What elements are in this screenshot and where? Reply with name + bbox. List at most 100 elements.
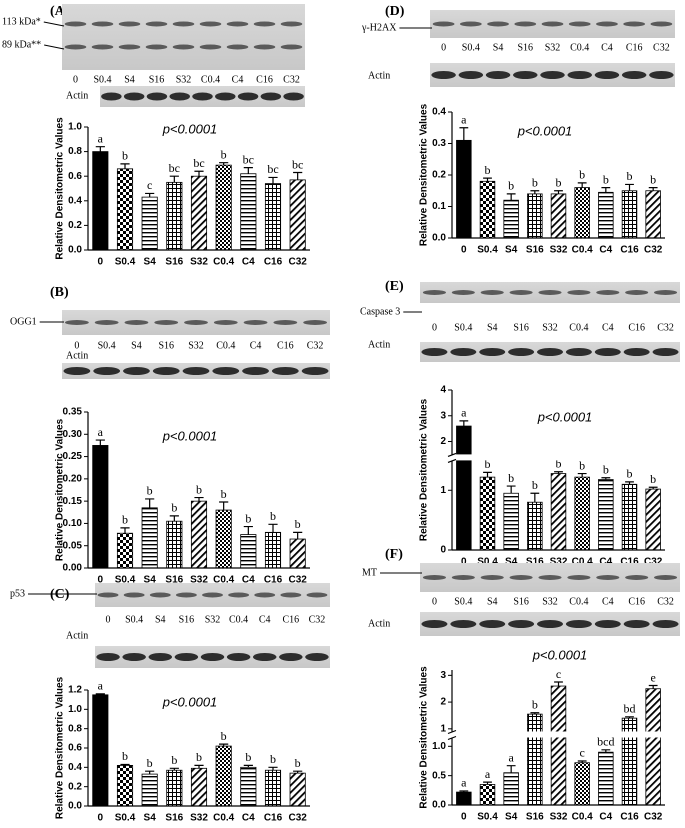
error-bar [219,162,229,166]
lane-label: S4 [131,340,142,351]
actin-band [567,71,592,79]
blot-band [94,320,119,325]
bar [621,190,638,239]
blot-band [172,21,195,27]
blot-band [280,44,303,50]
significance-letter: bcd [597,735,614,749]
x-tick-label: 0 [98,813,104,824]
loading-control-label: Actin [368,618,390,629]
panel-label: (B) [50,285,69,300]
blot-band [213,320,238,325]
blot-band [541,21,564,27]
blot-band [175,592,197,598]
y-tick-label: 0.05 [63,540,83,551]
actin-band [226,653,251,661]
blot-label: OGG1 [10,316,37,327]
actin-band [479,620,506,628]
bar [92,445,109,569]
blot-band [487,21,509,27]
significance-letter: b [603,172,609,186]
significance-letter: a [509,750,515,764]
bar [141,196,158,251]
y-tick-label: 1 [440,485,446,496]
bar [166,181,183,251]
x-tick-label: C0.4 [213,257,235,268]
error-bar [601,477,611,480]
significance-letter: b [579,458,585,472]
blot-band [654,290,678,295]
significance-letter: b [485,457,491,471]
lane-label: C4 [259,614,271,625]
x-tick-label: S32 [550,812,568,823]
significance-letter: a [98,131,104,145]
significance-letter: b [556,456,562,470]
blot-band [596,21,618,27]
bar [264,183,282,251]
x-tick-label: 0 [461,557,467,568]
actin-band [252,653,277,661]
annotation: p<0.0001 [537,409,593,424]
x-tick-label: C4 [242,813,255,824]
annotation: p<0.0001 [162,121,218,136]
error-bar [268,766,278,771]
x-tick-label: S0.4 [477,245,498,256]
y-tick-label: 3 [440,410,446,421]
y-tick-label: 0.0 [432,800,446,811]
blot-band [623,21,646,27]
x-tick-label: C32 [288,575,307,586]
error-bar [95,693,105,695]
y-tick-label: 0.0 [68,801,82,812]
blot-label: 89 kDa** [2,39,41,50]
error-bar [601,187,611,193]
y-tick-label: 0.8 [68,146,82,157]
y-tick-label: 0.2 [68,781,82,792]
blot-band [91,21,114,27]
bar [190,175,208,251]
error-bar [648,187,658,191]
error-bar [648,486,658,490]
lane-label: S0.4 [454,322,472,333]
blot-band [199,21,222,27]
actin-band [431,71,456,79]
actin-band [652,620,679,628]
error-bar [625,716,634,719]
y-axis-label: Relative Densitometric Values [419,398,430,541]
bar [598,479,614,551]
x-tick-label: 0 [98,575,104,586]
blot-band [253,44,276,50]
error-bar [120,763,130,766]
panel-label: (D) [385,4,405,19]
y-axis-label: Relative Densitometric Values [419,666,430,809]
y-tick-label: 0.8 [68,723,82,734]
x-tick-label: 0 [461,245,467,256]
error-bar [625,183,634,191]
blot-band [451,290,475,295]
blot-band [91,44,114,50]
actin-band [623,620,650,628]
error-bar [293,531,303,540]
error-bar [625,481,634,485]
y-tick-label: 0.10 [63,518,83,529]
y-tick-label: 0.3 [432,138,446,149]
blot-band [202,592,223,598]
actin-band [174,653,199,661]
actin-band [96,653,120,661]
actin-band [450,348,477,356]
significance-letter: b [508,471,514,485]
y-tick-label: 1.0 [68,704,82,715]
significance-letter: b [532,698,538,712]
lane-label: S16 [517,42,533,53]
y-tick-label: 0.0 [432,233,446,244]
significance-letter: c [580,746,585,760]
error-bar [530,190,540,194]
loading-control-label: Actin [368,339,390,350]
bar [116,532,134,569]
actin-band [649,71,674,79]
actin-band [305,653,329,661]
error-bar [459,127,469,141]
significance-letter: bc [267,162,278,176]
lane-label: C32 [657,596,674,607]
error-bar [145,192,155,198]
axis-break [446,731,665,738]
blot-band [64,44,87,50]
